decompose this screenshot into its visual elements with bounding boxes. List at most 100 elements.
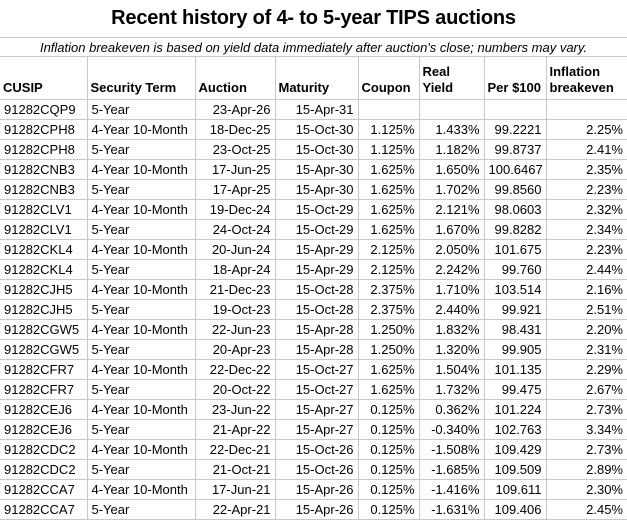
cell-cusip: 91282CQP9 xyxy=(0,99,88,120)
cell-breakeven: 3.34% xyxy=(546,419,627,440)
cell-auction: 20-Jun-24 xyxy=(195,239,276,260)
cell-per_100: 102.763 xyxy=(484,419,547,440)
cell-term: 4-Year 10-Month xyxy=(87,159,196,180)
cell-per_100: 99.8282 xyxy=(484,219,547,240)
cell-coupon: 0.125% xyxy=(358,499,420,520)
cell-auction: 21-Oct-21 xyxy=(195,459,276,480)
cell-real_yield: 1.650% xyxy=(419,159,485,180)
cell-maturity: 15-Apr-28 xyxy=(275,319,359,340)
cell-term: 4-Year 10-Month xyxy=(87,399,196,420)
cell-term: 5-Year xyxy=(87,179,196,200)
cell-breakeven: 2.41% xyxy=(546,139,627,160)
cell-auction: 22-Jun-23 xyxy=(195,319,276,340)
cell-coupon: 1.250% xyxy=(358,319,420,340)
cell-per_100: 98.431 xyxy=(484,319,547,340)
cell-breakeven: 2.73% xyxy=(546,439,627,460)
column-header-term: Security Term xyxy=(87,57,196,100)
cell-cusip: 91282CKL4 xyxy=(0,259,88,280)
cell-real_yield: 1.710% xyxy=(419,279,485,300)
cell-breakeven xyxy=(546,99,627,120)
cell-coupon: 0.125% xyxy=(358,419,420,440)
cell-coupon: 1.625% xyxy=(358,219,420,240)
table-row: 91282CNB3 4-Year 10-Month 17-Jun-25 15-Apr-… xyxy=(0,159,627,180)
cell-auction: 20-Oct-22 xyxy=(195,379,276,400)
cell-term: 4-Year 10-Month xyxy=(87,199,196,220)
cell-per_100: 99.921 xyxy=(484,299,547,320)
table-row: 91282CLV1 5-Year 24-Oct-24 15-Oct-29 1.625% 1… xyxy=(0,219,627,240)
cell-maturity: 15-Apr-31 xyxy=(275,99,359,120)
cell-cusip: 91282CEJ6 xyxy=(0,419,88,440)
cell-per_100: 100.6467 xyxy=(484,159,547,180)
cell-breakeven: 2.44% xyxy=(546,259,627,280)
cell-cusip: 91282CKL4 xyxy=(0,239,88,260)
cell-cusip: 91282CFR7 xyxy=(0,359,88,380)
cell-term: 4-Year 10-Month xyxy=(87,319,196,340)
table-row: 91282CCA7 5-Year 22-Apr-21 15-Apr-26 0.125% -… xyxy=(0,499,627,520)
cell-coupon: 1.125% xyxy=(358,139,420,160)
cell-maturity: 15-Apr-26 xyxy=(275,479,359,500)
table-row: 91282CDC2 5-Year 21-Oct-21 15-Oct-26 0.125% -… xyxy=(0,459,627,480)
cell-per_100: 99.475 xyxy=(484,379,547,400)
cell-breakeven: 2.30% xyxy=(546,479,627,500)
column-header-auction: Auction xyxy=(195,57,276,100)
cell-auction: 21-Apr-22 xyxy=(195,419,276,440)
cell-term: 5-Year xyxy=(87,379,196,400)
cell-cusip: 91282CCA7 xyxy=(0,479,88,500)
cell-cusip: 91282CEJ6 xyxy=(0,399,88,420)
table-row: 91282CPH8 4-Year 10-Month 18-Dec-25 15-Oct-… xyxy=(0,119,627,140)
cell-auction: 17-Jun-25 xyxy=(195,159,276,180)
cell-per_100: 98.0603 xyxy=(484,199,547,220)
cell-term: 5-Year xyxy=(87,459,196,480)
cell-cusip: 91282CGW5 xyxy=(0,339,88,360)
cell-breakeven: 2.34% xyxy=(546,219,627,240)
cell-term: 5-Year xyxy=(87,499,196,520)
cell-real_yield: 1.670% xyxy=(419,219,485,240)
cell-auction: 24-Oct-24 xyxy=(195,219,276,240)
cell-term: 5-Year xyxy=(87,219,196,240)
cell-auction: 18-Dec-25 xyxy=(195,119,276,140)
cell-auction: 23-Oct-25 xyxy=(195,139,276,160)
cell-breakeven: 2.25% xyxy=(546,119,627,140)
cell-per_100: 101.135 xyxy=(484,359,547,380)
auction-table: CUSIP Security Term Auction Maturity Coupon R… xyxy=(0,57,627,520)
cell-term: 5-Year xyxy=(87,99,196,120)
cell-cusip: 91282CPH8 xyxy=(0,139,88,160)
cell-maturity: 15-Oct-29 xyxy=(275,199,359,220)
cell-auction: 17-Apr-25 xyxy=(195,179,276,200)
cell-term: 5-Year xyxy=(87,299,196,320)
cell-term: 5-Year xyxy=(87,339,196,360)
table-row: 91282CEJ6 4-Year 10-Month 23-Jun-22 15-Apr-… xyxy=(0,399,627,420)
cell-maturity: 15-Oct-28 xyxy=(275,299,359,320)
cell-coupon: 0.125% xyxy=(358,459,420,480)
cell-breakeven: 2.29% xyxy=(546,359,627,380)
table-row: 91282CEJ6 5-Year 21-Apr-22 15-Apr-27 0.125% -… xyxy=(0,419,627,440)
cell-term: 5-Year xyxy=(87,259,196,280)
column-header-maturity: Maturity xyxy=(275,57,359,100)
cell-breakeven: 2.20% xyxy=(546,319,627,340)
cell-auction: 22-Dec-22 xyxy=(195,359,276,380)
cell-cusip: 91282CPH8 xyxy=(0,119,88,140)
cell-per_100: 99.8560 xyxy=(484,179,547,200)
cell-coupon: 1.250% xyxy=(358,339,420,360)
cell-auction: 18-Apr-24 xyxy=(195,259,276,280)
cell-coupon: 1.125% xyxy=(358,119,420,140)
cell-real_yield: -1.685% xyxy=(419,459,485,480)
cell-breakeven: 2.51% xyxy=(546,299,627,320)
cell-real_yield: 2.440% xyxy=(419,299,485,320)
column-header-coupon: Coupon xyxy=(358,57,420,100)
cell-maturity: 15-Oct-27 xyxy=(275,379,359,400)
cell-per_100: 99.8737 xyxy=(484,139,547,160)
cell-term: 4-Year 10-Month xyxy=(87,439,196,460)
cell-maturity: 15-Apr-27 xyxy=(275,399,359,420)
cell-coupon: 0.125% xyxy=(358,399,420,420)
cell-real_yield: 2.242% xyxy=(419,259,485,280)
cell-cusip: 91282CNB3 xyxy=(0,159,88,180)
cell-maturity: 15-Oct-26 xyxy=(275,439,359,460)
cell-per_100: 101.224 xyxy=(484,399,547,420)
cell-coupon: 1.625% xyxy=(358,379,420,400)
table-row: 91282CKL4 5-Year 18-Apr-24 15-Apr-29 2.125% 2… xyxy=(0,259,627,280)
cell-auction: 20-Apr-23 xyxy=(195,339,276,360)
cell-auction: 22-Apr-21 xyxy=(195,499,276,520)
header-row: CUSIP Security Term Auction Maturity Coupon R… xyxy=(0,57,627,100)
cell-coupon: 2.125% xyxy=(358,239,420,260)
